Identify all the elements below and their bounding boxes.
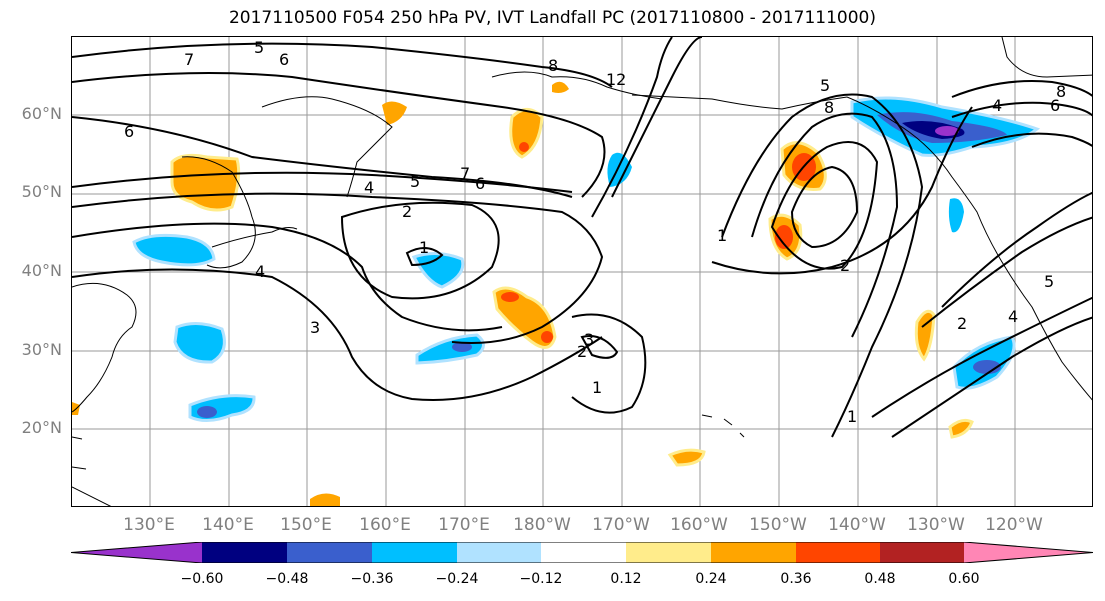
lon-label: 130°W	[907, 515, 965, 535]
lon-label: 140°E	[202, 515, 254, 535]
colorbar-segment	[457, 542, 541, 563]
pv-contours	[72, 37, 1092, 438]
colorbar-tick: 0.60	[948, 571, 980, 587]
lon-label: 180°W	[513, 515, 571, 535]
lat-label: 50°N	[21, 182, 62, 201]
contour-label-group: 5 6 7 4 5 7 6 2 1 4 3 3 2 1 8 12 5 8 1 2…	[124, 38, 1066, 426]
contour-label: 8	[1056, 82, 1066, 101]
colorbar-segment	[796, 542, 880, 563]
contour-label: 5	[1044, 272, 1054, 291]
colorbar-tick: −0.60	[180, 571, 224, 587]
colorbar-tick: 0.12	[610, 571, 642, 587]
contour-label: 3	[584, 330, 594, 349]
colorbar-tick: −0.24	[435, 571, 479, 587]
contour-label: 5	[820, 76, 830, 95]
map-panel: 5 6 7 4 5 7 6 2 1 4 3 3 2 1 8 12 5 8 1 2…	[71, 36, 1093, 507]
coastlines	[72, 37, 1092, 506]
contour-label: 6	[124, 122, 134, 141]
contour-label: 8	[548, 56, 558, 75]
lon-label: 160°W	[670, 515, 728, 535]
contour-label: 4	[1008, 307, 1018, 326]
colorbar-tick: −0.12	[519, 571, 563, 587]
lon-label: 170°E	[438, 515, 490, 535]
map-title: 2017110500 F054 250 hPa PV, IVT Landfall…	[228, 8, 876, 28]
contour-label: 1	[592, 378, 602, 397]
colorbar-segment	[202, 542, 287, 563]
contour-label: 2	[577, 342, 587, 361]
contour-label: 1	[717, 226, 727, 245]
lat-label: 60°N	[21, 104, 62, 123]
colorbar-segment	[626, 542, 711, 563]
colorbar-segment	[71, 542, 202, 563]
contour-label: 1	[847, 407, 857, 426]
contour-label: 4	[255, 262, 265, 281]
colorbar-segment	[711, 542, 796, 563]
colorbar-segment	[541, 542, 626, 563]
contour-label: 3	[310, 318, 320, 337]
contour-label: 6	[475, 174, 485, 193]
contour-label: 2	[402, 202, 412, 221]
contour-label: 4	[992, 96, 1002, 115]
map-canvas: 5 6 7 4 5 7 6 2 1 4 3 3 2 1 8 12 5 8 1 2…	[72, 37, 1092, 506]
lon-label: 140°W	[828, 515, 886, 535]
colorbar-tick: 0.48	[864, 571, 896, 587]
contour-label: 6	[1050, 96, 1060, 115]
colorbar-segment	[964, 542, 1093, 563]
contour-label: 7	[184, 50, 194, 69]
colorbar	[71, 542, 1093, 563]
lon-label: 130°E	[123, 515, 175, 535]
lon-label: 120°W	[985, 515, 1043, 535]
colorbar-tick: −0.36	[350, 571, 394, 587]
colorbar-tick: 0.36	[780, 571, 812, 587]
lon-label: 170°W	[592, 515, 650, 535]
contour-label: 7	[460, 164, 470, 183]
contour-label: 2	[957, 314, 967, 333]
contour-label: 5	[254, 38, 264, 57]
lat-label: 30°N	[21, 340, 62, 359]
contour-label: 4	[364, 178, 374, 197]
lon-label: 150°E	[280, 515, 332, 535]
lon-label: 150°W	[749, 515, 807, 535]
colorbar-tick: −0.48	[265, 571, 309, 587]
lon-label: 160°E	[359, 515, 411, 535]
contour-label: 6	[279, 50, 289, 69]
colorbar-segment	[287, 542, 372, 563]
colorbar-tick: 0.24	[695, 571, 727, 587]
colorbar-segment	[372, 542, 457, 563]
contour-label: 1	[419, 238, 429, 257]
contour-label: 2	[840, 256, 850, 275]
colorbar-segment	[880, 542, 964, 563]
lat-label: 20°N	[21, 418, 62, 437]
contour-label: 8	[824, 98, 834, 117]
contour-label: 5	[410, 172, 420, 191]
contour-label: 12	[606, 70, 626, 89]
lat-label: 40°N	[21, 261, 62, 280]
